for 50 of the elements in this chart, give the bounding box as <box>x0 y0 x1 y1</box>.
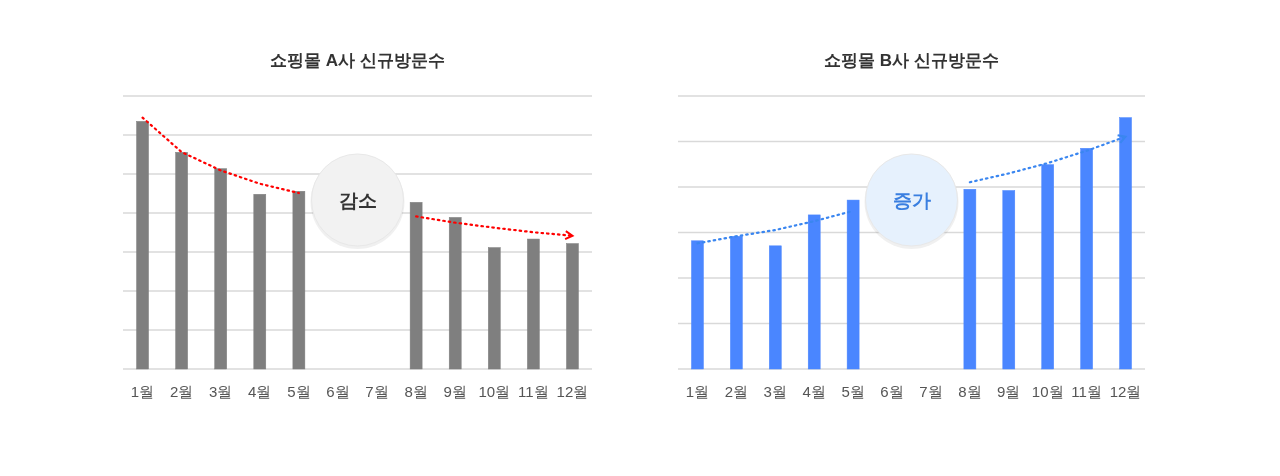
bar <box>253 194 267 370</box>
bar <box>527 238 540 370</box>
x-tick-label: 6월 <box>880 383 904 400</box>
bar <box>1041 164 1054 370</box>
x-tick-label: 11월 <box>1071 383 1102 400</box>
x-tick-label: 10월 <box>1031 383 1064 400</box>
bar <box>488 247 501 370</box>
x-tick-label: 7월 <box>365 383 389 400</box>
bar <box>175 152 188 370</box>
annotation: 증가 <box>892 190 931 211</box>
x-tick-label: 1월 <box>130 383 155 400</box>
bar <box>448 217 462 370</box>
x-tick-label: 12월 <box>1109 383 1142 400</box>
x-tick-label: 2월 <box>724 383 749 400</box>
bar <box>1080 148 1093 370</box>
bar <box>1119 117 1132 370</box>
x-tick-label: 4월 <box>802 383 826 400</box>
bar <box>846 199 860 370</box>
bar <box>292 191 306 370</box>
chart-title: 쇼핑몰 A사 신규방문수 <box>270 51 445 70</box>
bar <box>1002 190 1016 370</box>
x-tick-label: 2월 <box>169 383 194 400</box>
bar <box>730 236 743 370</box>
bar <box>136 121 149 370</box>
annotation: 감소 <box>338 190 377 211</box>
x-tick-label: 7월 <box>919 383 943 400</box>
chart-title: 쇼핑몰 B사 신규방문수 <box>824 51 999 70</box>
bar <box>963 189 977 370</box>
bar <box>769 245 782 370</box>
x-tick-label: 1월 <box>685 383 710 400</box>
bar <box>566 243 579 370</box>
x-tick-label: 5월 <box>287 383 311 400</box>
bar <box>214 168 227 370</box>
x-tick-label: 5월 <box>841 383 865 400</box>
x-tick-label: 3월 <box>763 383 787 400</box>
bar <box>409 202 423 370</box>
x-tick-label: 12월 <box>556 383 589 400</box>
x-tick-label: 9월 <box>997 383 1021 400</box>
x-tick-label: 10월 <box>478 383 511 400</box>
x-tick-label: 6월 <box>326 383 350 400</box>
x-tick-label: 11월 <box>518 383 549 400</box>
x-tick-label: 8월 <box>404 383 428 400</box>
x-tick-label: 4월 <box>248 383 272 400</box>
picture-badge-circle: 감소 <box>310 153 405 249</box>
x-tick-label: 3월 <box>209 383 233 400</box>
picture-badge-circle: 증가 <box>864 153 959 249</box>
x-tick-label: 8월 <box>958 383 982 400</box>
bar <box>807 214 821 370</box>
bar <box>691 240 704 370</box>
x-tick-label: 9월 <box>443 383 467 400</box>
